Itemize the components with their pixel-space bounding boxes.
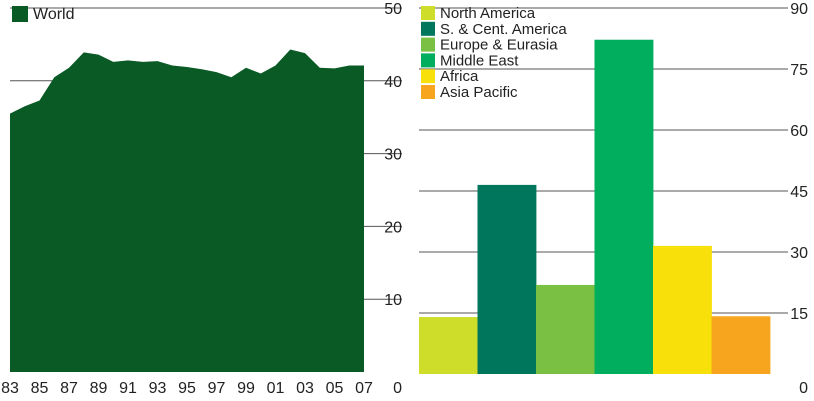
x-tick-label-83: 83 xyxy=(1,380,19,397)
x-tick-label-89: 89 xyxy=(90,380,108,397)
right-bars-layer xyxy=(419,39,771,374)
x-tick-label-01: 01 xyxy=(267,380,285,397)
x-tick-label-05: 05 xyxy=(326,380,344,397)
legend-swatch-world xyxy=(12,6,28,22)
x-tick-label-93: 93 xyxy=(149,380,167,397)
x-tick-label-03: 03 xyxy=(296,380,314,397)
bar-africa xyxy=(653,245,712,374)
legend-swatch-middle-east xyxy=(421,53,435,68)
x-tick-label-07: 07 xyxy=(355,380,373,397)
y-tick-label-30: 30 xyxy=(384,147,402,164)
bar-middle-east xyxy=(594,39,654,374)
legend-swatch-europe-eurasia xyxy=(421,37,435,52)
legend-label-world: World xyxy=(33,6,75,23)
left-area-layer xyxy=(10,49,364,372)
world-area-chart: 0 10 20 30 40 50 83 85 87 89 91 93 95 97 99 01 03 05 07 W… xyxy=(1,1,402,397)
legend-label-north-america: North America xyxy=(440,5,536,22)
legend-label-europe-eurasia: Europe & Eurasia xyxy=(440,37,558,54)
y-tick-label-20: 20 xyxy=(384,219,402,236)
bar-europe-eurasia xyxy=(536,284,595,374)
legend-label-s-cent-america: S. & Cent. America xyxy=(440,21,567,38)
y-tick-label-50: 50 xyxy=(384,1,402,18)
legend-label-africa: Africa xyxy=(440,68,479,85)
y-tick-label-10: 10 xyxy=(384,292,402,309)
bar-asia-pacific xyxy=(711,316,771,374)
legend-label-asia-pacific: Asia Pacific xyxy=(440,84,518,101)
y-tick-label-15: 15 xyxy=(790,306,808,323)
x-tick-label-97: 97 xyxy=(208,380,226,397)
bar-north-america xyxy=(419,317,478,374)
x-tick-label-91: 91 xyxy=(119,380,137,397)
y-tick-label-0: 0 xyxy=(799,380,808,397)
x-tick-label-99: 99 xyxy=(237,380,255,397)
legend-swatch-asia-pacific xyxy=(421,85,435,99)
y-tick-label-45: 45 xyxy=(790,184,808,201)
legend-swatch-s-cent-america xyxy=(421,21,435,36)
x-tick-label-95: 95 xyxy=(178,380,196,397)
y-tick-label-30: 30 xyxy=(790,245,808,262)
y-tick-label-90: 90 xyxy=(790,1,808,18)
area-series-world xyxy=(10,49,364,372)
legend-swatch-africa xyxy=(421,69,435,84)
right-y-tick-labels: 0 15 30 45 60 75 90 xyxy=(790,1,808,397)
x-tick-label-85: 85 xyxy=(31,380,49,397)
legend-swatch-north-america xyxy=(421,6,435,20)
bar-s-cent-america xyxy=(477,184,537,374)
y-tick-label-75: 75 xyxy=(790,62,808,79)
y-tick-label-60: 60 xyxy=(790,123,808,140)
y-tick-label-40: 40 xyxy=(384,74,402,91)
legend-label-middle-east: Middle East xyxy=(440,52,519,69)
y-tick-label-0: 0 xyxy=(393,380,402,397)
left-y-tick-labels: 0 10 20 30 40 50 xyxy=(384,1,402,397)
x-tick-label-87: 87 xyxy=(60,380,78,397)
left-x-tick-labels: 83 85 87 89 91 93 95 97 99 01 03 05 07 xyxy=(1,380,373,397)
left-legend: World xyxy=(12,6,75,23)
